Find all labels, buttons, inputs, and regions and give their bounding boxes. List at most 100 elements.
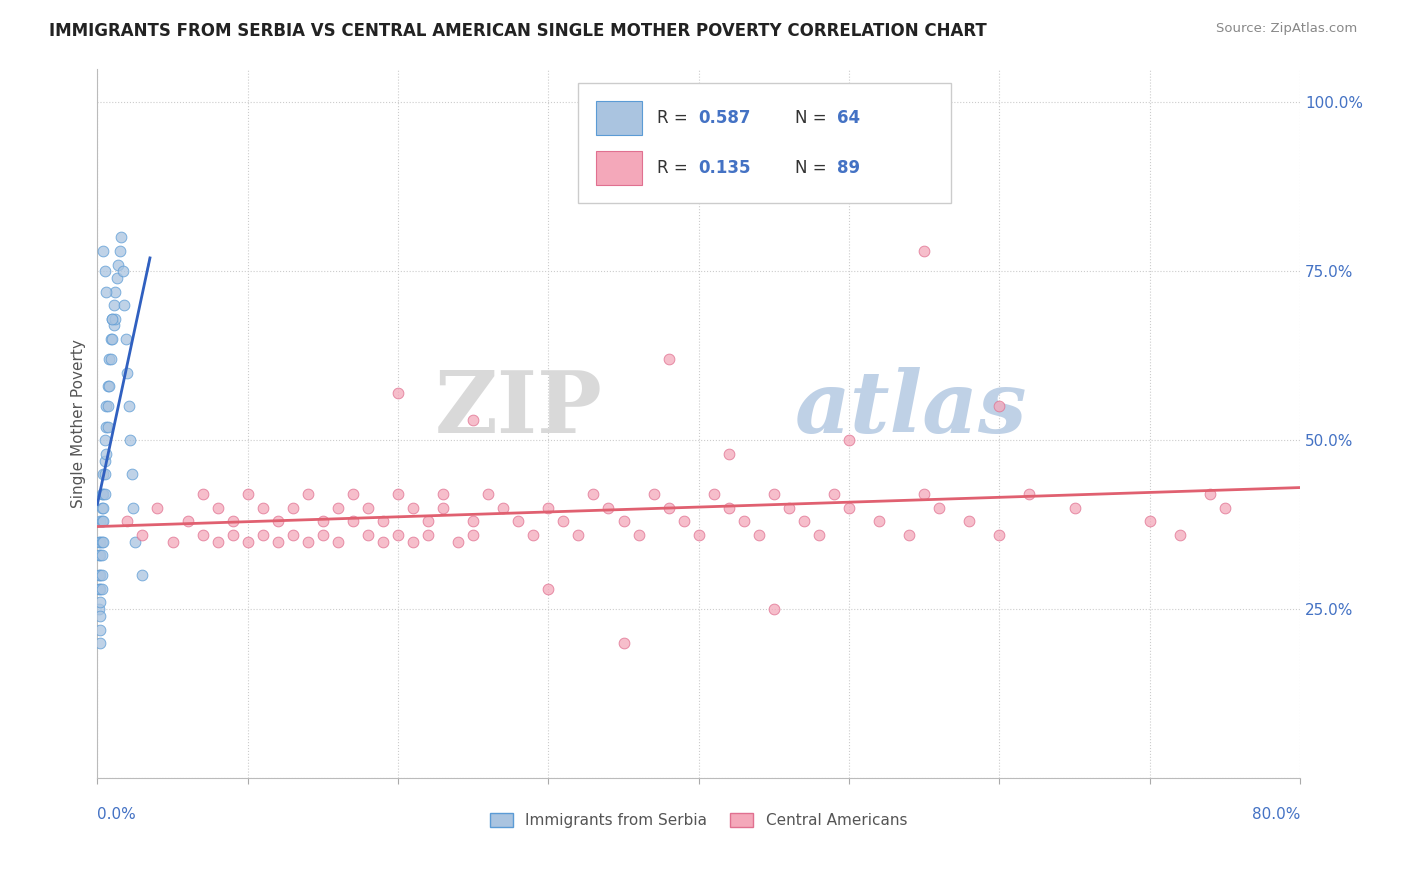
Point: [162, 534, 184, 549]
Point: [124, 534, 146, 549]
Point: [357, 500, 380, 515]
Text: 80.0%: 80.0%: [1251, 806, 1301, 822]
Point: [89, 582, 111, 596]
Text: 0.135: 0.135: [699, 159, 751, 177]
Point: [121, 467, 143, 481]
Point: [297, 534, 319, 549]
Point: [93, 244, 115, 258]
Text: 64: 64: [837, 109, 860, 128]
Point: [98, 352, 121, 367]
Point: [717, 447, 740, 461]
Point: [104, 311, 127, 326]
Point: [89, 548, 111, 562]
Point: [838, 500, 860, 515]
Point: [146, 500, 169, 515]
Point: [267, 515, 290, 529]
Point: [477, 487, 499, 501]
Point: [463, 515, 485, 529]
Point: [89, 623, 111, 637]
Point: [96, 419, 118, 434]
Point: [807, 528, 830, 542]
Point: [912, 244, 935, 258]
Point: [89, 515, 111, 529]
Point: [823, 487, 845, 501]
Point: [107, 258, 129, 272]
Point: [988, 528, 1011, 542]
Point: [688, 528, 710, 542]
Point: [988, 400, 1011, 414]
Point: [94, 264, 117, 278]
Point: [191, 487, 214, 501]
Point: [312, 515, 335, 529]
Point: [101, 332, 124, 346]
Point: [416, 528, 439, 542]
Point: [492, 500, 515, 515]
Text: 0.0%: 0.0%: [97, 806, 136, 822]
Point: [778, 500, 800, 515]
Point: [236, 487, 259, 501]
Point: [96, 447, 118, 461]
Point: [672, 515, 695, 529]
Point: [89, 636, 111, 650]
Point: [93, 467, 115, 481]
Point: [326, 500, 349, 515]
Point: [94, 487, 117, 501]
Point: [90, 582, 112, 596]
Point: [508, 515, 530, 529]
Text: N =: N =: [794, 159, 832, 177]
Point: [402, 534, 425, 549]
Point: [120, 434, 142, 448]
Point: [100, 352, 122, 367]
Point: [105, 271, 128, 285]
Point: [252, 500, 274, 515]
Text: N =: N =: [794, 109, 832, 128]
Point: [762, 602, 785, 616]
Point: [96, 285, 118, 299]
Point: [658, 352, 681, 367]
Point: [281, 528, 304, 542]
Point: [387, 487, 409, 501]
Point: [90, 487, 112, 501]
Text: 0.587: 0.587: [699, 109, 751, 128]
Point: [93, 534, 115, 549]
Point: [387, 386, 409, 401]
Point: [748, 528, 770, 542]
Point: [87, 568, 110, 582]
Point: [87, 534, 110, 549]
Point: [838, 434, 860, 448]
Point: [97, 400, 120, 414]
Point: [87, 602, 110, 616]
Point: [1198, 487, 1220, 501]
Point: [567, 528, 589, 542]
Point: [297, 487, 319, 501]
Point: [176, 515, 198, 529]
Point: [104, 285, 127, 299]
Point: [90, 534, 112, 549]
Point: [928, 500, 950, 515]
Point: [463, 528, 485, 542]
Point: [108, 244, 131, 258]
Point: [612, 636, 634, 650]
Point: [93, 515, 115, 529]
Point: [87, 582, 110, 596]
Point: [868, 515, 890, 529]
Point: [98, 379, 121, 393]
Point: [658, 500, 681, 515]
Point: [912, 487, 935, 501]
Point: [221, 515, 243, 529]
Point: [97, 419, 120, 434]
Point: [717, 500, 740, 515]
Text: R =: R =: [657, 109, 693, 128]
Point: [733, 515, 755, 529]
Point: [89, 568, 111, 582]
Text: Source: ZipAtlas.com: Source: ZipAtlas.com: [1216, 22, 1357, 36]
Point: [112, 298, 135, 312]
Point: [447, 534, 470, 549]
Point: [90, 500, 112, 515]
Point: [387, 528, 409, 542]
Point: [111, 264, 134, 278]
Point: [118, 400, 141, 414]
Point: [90, 515, 112, 529]
Point: [537, 582, 560, 596]
Point: [94, 453, 117, 467]
